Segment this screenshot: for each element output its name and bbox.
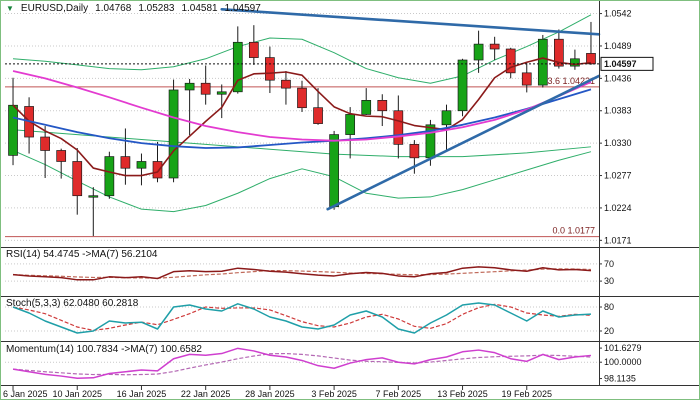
svg-text:16 Jan 2025: 16 Jan 2025	[117, 389, 167, 399]
candle-body	[361, 100, 372, 115]
candle-body	[248, 41, 259, 58]
quote-low: 1.04581	[181, 3, 218, 14]
candle-body	[393, 110, 404, 145]
candle-body	[184, 82, 195, 91]
svg-text:7 Feb 2025: 7 Feb 2025	[376, 389, 422, 399]
svg-text:98.1135: 98.1135	[604, 374, 636, 384]
grid	[5, 13, 599, 241]
svg-text:1.0224: 1.0224	[604, 203, 632, 213]
svg-text:28 Jan 2025: 28 Jan 2025	[245, 389, 295, 399]
svg-text:6 Jan 2025: 6 Jan 2025	[3, 389, 48, 399]
candle-body	[521, 72, 532, 86]
price-badge	[600, 56, 654, 71]
svg-text:30: 30	[604, 276, 614, 286]
symbol-label: EURUSD,Daily	[20, 3, 89, 14]
candle-body	[120, 156, 131, 169]
candle-body	[104, 156, 115, 197]
svg-text:1.0277: 1.0277	[604, 171, 632, 181]
svg-text:100.0000: 100.0000	[604, 357, 642, 367]
candle-body	[152, 161, 163, 179]
svg-text:23.6 1.04221: 23.6 1.04221	[542, 76, 595, 86]
candle-body	[297, 87, 307, 109]
candle-body	[554, 38, 564, 67]
candle-body	[265, 57, 275, 81]
candle-body	[313, 107, 323, 124]
candle-body	[537, 38, 548, 86]
candle-body	[441, 110, 452, 126]
candle-body	[88, 195, 99, 198]
candle-body	[345, 114, 356, 135]
svg-text:1.04597: 1.04597	[604, 59, 637, 69]
svg-text:13 Feb 2025: 13 Feb 2025	[437, 389, 488, 399]
time-axis[interactable]: 6 Jan 2025 10 Jan 2025 16 Jan 2025 22 Jan 2…	[3, 386, 552, 399]
candle-body	[200, 82, 211, 95]
svg-text:80: 80	[604, 302, 614, 312]
candle-body	[505, 48, 516, 74]
svg-text:1.0489: 1.0489	[604, 41, 632, 51]
momentum-indicator-label: Momentum(14) 100.7834 ->MA(7) 100.6582	[6, 344, 202, 355]
quote-close: 1.04597	[224, 3, 261, 14]
bollinger-bands	[12, 14, 592, 213]
candles[interactable]	[8, 21, 596, 237]
candle-body	[281, 79, 291, 89]
current-price-line: 1.04597	[5, 56, 654, 71]
candle-body	[409, 144, 420, 159]
svg-text:19 Feb 2025: 19 Feb 2025	[501, 389, 552, 399]
panel-separators	[1, 1, 699, 386]
candle-body	[168, 89, 179, 179]
chart-header: ▼ EURUSD,Daily 1.04768 1.05283 1.04581 1…	[6, 3, 261, 14]
candle-body	[216, 91, 227, 95]
svg-text:3 Feb 2025: 3 Feb 2025	[311, 389, 357, 399]
svg-text:0.0 1.0177: 0.0 1.0177	[552, 226, 595, 236]
svg-text:22 Jan 2025: 22 Jan 2025	[181, 389, 231, 399]
rsi-indicator-label: RSI(14) 54.4745 ->MA(7) 56.2104	[6, 249, 158, 260]
quote-open: 1.04768	[95, 3, 132, 14]
candle-body	[136, 161, 147, 169]
support-trendline	[326, 74, 601, 211]
svg-text:1.0436: 1.0436	[604, 73, 632, 83]
stoch-panel[interactable]: 80 20	[5, 302, 614, 336]
trendlines[interactable]	[220, 7, 601, 211]
symbol-dropdown-icon[interactable]: ▼	[6, 3, 14, 13]
candle-body	[56, 150, 67, 162]
moving-averages	[12, 57, 592, 177]
svg-text:1.0383: 1.0383	[604, 106, 632, 116]
svg-text:1.0330: 1.0330	[604, 138, 632, 148]
candle-body	[489, 43, 500, 50]
price-axis[interactable]: 1.0542 1.0489 1.0436 1.0383 1.0330 1.0277 1.02…	[599, 9, 632, 246]
candle-body	[570, 58, 580, 67]
quote-high: 1.05283	[138, 3, 175, 14]
candle-body	[8, 104, 18, 156]
candle-body	[329, 134, 339, 208]
svg-text:1.0171: 1.0171	[604, 235, 632, 245]
candle-body	[72, 161, 83, 197]
stoch-indicator-label: Stoch(5,3,3) 62.0480 60.2818	[6, 298, 139, 309]
resistance-trendline	[220, 7, 601, 36]
svg-text:1.0542: 1.0542	[604, 9, 632, 19]
svg-text:10 Jan 2025: 10 Jan 2025	[52, 389, 102, 399]
svg-text:70: 70	[604, 259, 614, 269]
candle-body	[377, 100, 388, 112]
svg-text:20: 20	[604, 326, 614, 336]
candle-body	[473, 43, 484, 61]
rsi-panel[interactable]: 70 30	[5, 259, 614, 286]
candle-body	[457, 59, 468, 112]
candle-body	[232, 41, 243, 93]
svg-text:101.6279: 101.6279	[604, 343, 642, 353]
momentum-panel[interactable]: 101.6279 100.0000 98.1135	[5, 343, 642, 384]
candle-body	[40, 136, 50, 151]
